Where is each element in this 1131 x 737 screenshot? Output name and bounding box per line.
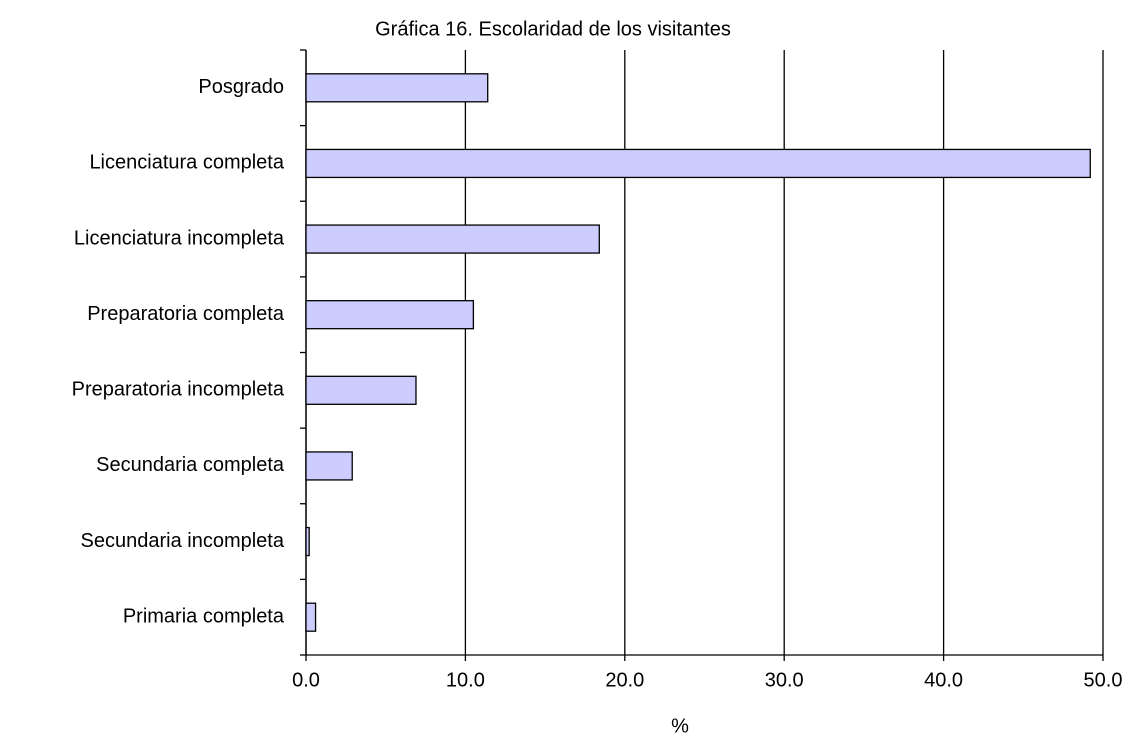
y-tick-label: Secundaria incompleta <box>81 530 285 552</box>
bar <box>305 224 600 254</box>
bar <box>305 602 317 632</box>
bar <box>305 375 417 405</box>
y-tick-label: Secundaria completa <box>96 454 285 476</box>
x-tick-label: 0.0 <box>292 669 320 691</box>
x-axis-label: % <box>671 715 689 737</box>
bar <box>305 148 1091 179</box>
x-tick-label: 50.0 <box>1084 669 1123 691</box>
x-tick-label: 10.0 <box>446 669 485 691</box>
y-tick-label: Primaria completa <box>123 605 285 627</box>
chart-title: Gráfica 16. Escolaridad de los visitante… <box>375 18 731 40</box>
y-tick-label: Posgrado <box>198 76 284 98</box>
bar <box>305 451 353 481</box>
y-tick-label: Licenciatura incompleta <box>74 227 285 249</box>
bar <box>305 73 489 103</box>
y-tick-label: Preparatoria completa <box>87 303 285 325</box>
y-tick-label: Preparatoria incompleta <box>72 379 285 401</box>
x-tick-label: 30.0 <box>765 669 804 691</box>
x-tick-label: 40.0 <box>924 669 963 691</box>
bar <box>305 526 310 557</box>
x-tick-label: 20.0 <box>605 669 644 691</box>
bar <box>305 300 475 330</box>
y-tick-label: Licenciatura completa <box>89 152 284 174</box>
